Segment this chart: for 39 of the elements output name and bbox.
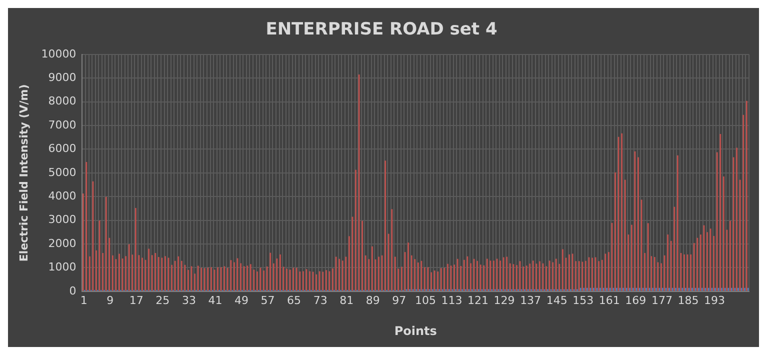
y-tick-label: 0 <box>69 284 76 298</box>
y-tick-label: 7000 <box>48 118 76 132</box>
x-axis-title: Points <box>394 324 437 338</box>
x-tick-label: 33 <box>182 294 196 307</box>
y-tick-label: 4000 <box>48 189 76 202</box>
x-tick-label: 177 <box>651 294 672 307</box>
x-tick-label: 129 <box>494 294 515 307</box>
y-tick-label: 5000 <box>48 166 76 179</box>
x-tick-label: 121 <box>468 294 489 307</box>
y-tick-label: 3000 <box>48 213 76 226</box>
y-tick-label: 9000 <box>48 70 76 84</box>
x-tick-label: 105 <box>414 294 436 307</box>
x-tick-label: 193 <box>704 294 726 307</box>
x-tick-label: 49 <box>234 294 249 307</box>
x-tick-label: 89 <box>366 294 380 307</box>
x-tick-label: 65 <box>287 294 302 307</box>
x-tick-label: 113 <box>441 294 462 307</box>
chart-title: ENTERPRISE ROAD set 4 <box>266 20 498 40</box>
y-tick-label: 1000 <box>48 260 76 274</box>
x-tick-label: 1 <box>80 294 88 307</box>
x-tick-label: 153 <box>572 294 594 307</box>
x-tick-label: 145 <box>546 294 568 307</box>
y-tick-label: 8000 <box>48 94 76 108</box>
y-tick-label: 10000 <box>41 47 76 60</box>
x-tick-label: 97 <box>392 294 406 307</box>
x-tick-label: 185 <box>678 294 699 307</box>
y-tick-label: 6000 <box>48 142 76 156</box>
x-tick-label: 81 <box>340 294 354 307</box>
x-tick-label: 41 <box>208 294 222 307</box>
x-tick-label: 169 <box>625 294 646 307</box>
x-tick-label: 17 <box>129 294 144 307</box>
x-tick-label: 161 <box>598 294 620 307</box>
x-tick-label: 137 <box>520 294 542 307</box>
x-tick-label: 25 <box>156 294 170 307</box>
y-axis-title: Electric Field Intensity (V/m) <box>17 84 30 262</box>
x-tick-label: 73 <box>313 294 328 307</box>
x-tick-label: 57 <box>260 294 275 307</box>
x-tick-label: 9 <box>106 294 114 307</box>
y-tick-label: 2000 <box>48 236 76 250</box>
